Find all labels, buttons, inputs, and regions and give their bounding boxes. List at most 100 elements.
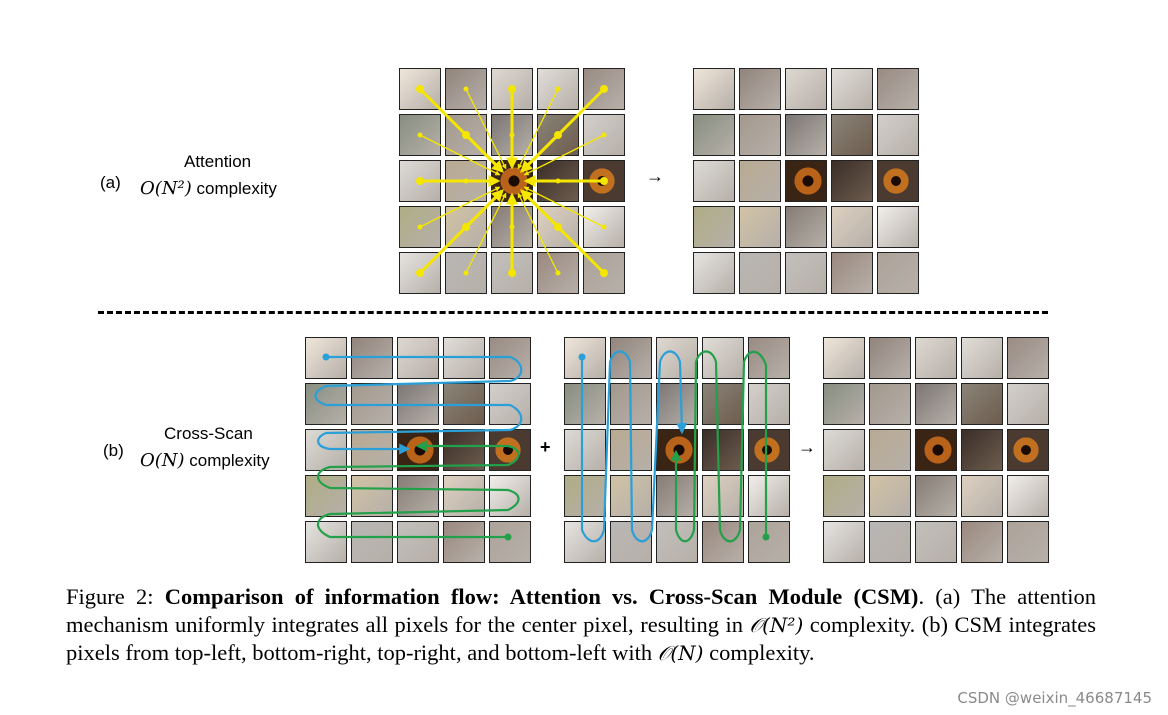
image-patch: [961, 475, 1003, 517]
panel-a-arrow: →: [646, 166, 664, 186]
attention-arrow: [520, 133, 560, 173]
image-patch: [351, 521, 393, 563]
attention-source-dot: [555, 270, 561, 276]
image-patch: [564, 429, 606, 471]
attention-source-dot: [462, 131, 470, 139]
scan-path-top-right: [580, 350, 688, 543]
image-patch: [305, 521, 347, 563]
attention-source-dot: [600, 269, 608, 277]
scan-path-bottom-left: [670, 350, 768, 543]
image-patch: [693, 68, 735, 110]
attention-arrow: [520, 189, 606, 275]
image-patch: [351, 475, 393, 517]
image-patch: [748, 383, 790, 425]
attention-source-dot: [555, 86, 561, 92]
image-patch: [961, 429, 1003, 471]
image-patch: [564, 475, 606, 517]
caption-math-1: 𝒪(N²): [749, 613, 804, 637]
image-patch: [443, 475, 485, 517]
scan-output-grid: [823, 337, 1049, 563]
image-patch: [823, 475, 865, 517]
caption-text-1: . (a) The attention mechanism uniformly …: [66, 584, 1097, 637]
attention-source-dot: [416, 269, 424, 277]
image-patch: [443, 521, 485, 563]
image-patch: [739, 68, 781, 110]
image-patch: [702, 475, 744, 517]
attention-source-dot: [554, 131, 562, 139]
scan-path-bottom-right: [316, 440, 520, 539]
image-patch: [823, 337, 865, 379]
attention-source-dot: [416, 85, 424, 93]
image-patch: [831, 114, 873, 156]
image-patch: [702, 337, 744, 379]
attention-arrow: [419, 134, 501, 176]
image-patch: [693, 252, 735, 294]
caption-bold-title: Comparison of information flow: Attentio…: [164, 584, 919, 609]
panel-a-complexity: O(N²) complexity: [140, 178, 277, 199]
image-patch: [1007, 383, 1049, 425]
image-patch: [831, 206, 873, 248]
panel-a-complexity-math: O(N²): [140, 178, 192, 199]
attention-arrow: [523, 186, 605, 228]
attention-source-dot: [463, 270, 469, 276]
panel-b-complexity-word: complexity: [189, 451, 270, 470]
image-patch: [915, 383, 957, 425]
image-patch: [785, 114, 827, 156]
attention-source-dot: [509, 132, 515, 138]
attention-arrow: [464, 133, 504, 173]
attention-arrow: [419, 186, 501, 228]
image-patch: [397, 521, 439, 563]
attention-source-dot: [508, 85, 516, 93]
image-patch: [702, 429, 744, 471]
attention-source-dot: [508, 269, 516, 277]
panel-a-method-label: Attention: [184, 152, 252, 171]
image-patch: [869, 337, 911, 379]
image-patch: [869, 521, 911, 563]
image-patch: [823, 383, 865, 425]
image-patch: [915, 429, 957, 471]
image-patch: [961, 521, 1003, 563]
attention-source-dot: [417, 132, 423, 138]
panel-b-plus: +: [540, 437, 551, 457]
image-patch: [961, 337, 1003, 379]
image-patch: [693, 114, 735, 156]
attention-output-grid: [693, 68, 919, 294]
panel-separator: [98, 311, 1048, 314]
image-patch: [1007, 337, 1049, 379]
image-patch: [748, 521, 790, 563]
image-patch: [564, 383, 606, 425]
image-patch: [702, 521, 744, 563]
caption-prefix: Figure 2:: [66, 584, 165, 609]
image-patch: [823, 521, 865, 563]
attention-arrow: [517, 88, 559, 170]
image-patch: [877, 68, 919, 110]
image-patch: [869, 383, 911, 425]
image-patch: [564, 521, 606, 563]
attention-arrow: [517, 192, 559, 274]
image-patch: [785, 160, 827, 202]
image-patch: [877, 160, 919, 202]
watermark: CSDN @weixin_46687145: [957, 689, 1152, 707]
image-patch: [489, 521, 531, 563]
scan-path-top-left: [314, 355, 523, 455]
image-patch: [748, 475, 790, 517]
image-patch: [869, 429, 911, 471]
image-patch: [693, 160, 735, 202]
image-patch: [748, 429, 790, 471]
image-patch: [823, 429, 865, 471]
attention-source-dot: [416, 177, 424, 185]
panel-a-tag: (a): [100, 173, 121, 192]
image-patch: [1007, 521, 1049, 563]
image-patch: [915, 475, 957, 517]
image-patch: [785, 206, 827, 248]
image-patch: [739, 252, 781, 294]
image-patch: [831, 68, 873, 110]
attention-source-dot: [601, 224, 607, 230]
image-patch: [831, 160, 873, 202]
attention-source-dot: [601, 132, 607, 138]
attention-source-dot: [463, 178, 469, 184]
image-patch: [443, 429, 485, 471]
attention-arrow: [418, 189, 504, 275]
attention-source-dot: [600, 85, 608, 93]
